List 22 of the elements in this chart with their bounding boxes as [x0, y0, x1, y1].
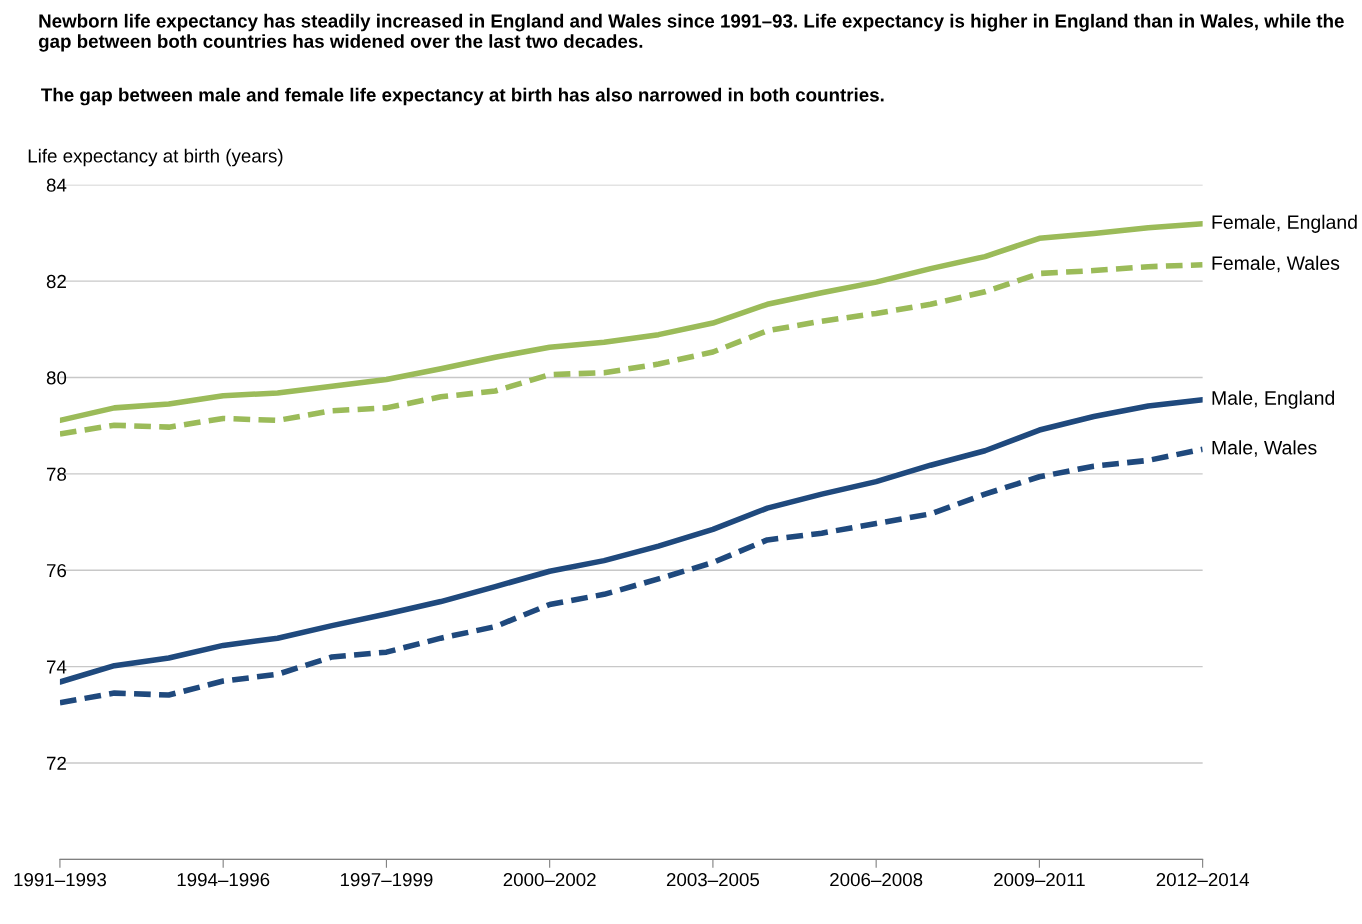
x-tick-label: 1991–1993: [14, 873, 107, 887]
y-tick-label: 74: [46, 660, 67, 674]
y-tick-label: 80: [46, 371, 67, 385]
x-tick-label: 1997–1999: [340, 873, 433, 887]
x-tick-label: 2000–2002: [503, 873, 596, 887]
x-tick-label: 1994–1996: [177, 873, 270, 887]
y-tick-label: 78: [46, 467, 67, 481]
series-label: Male, Wales: [1212, 440, 1317, 457]
chart-subtitle: The gap between male and female life expectancy at birth has also narrowed in both countries.: [41, 87, 884, 106]
y-tick-label: 84: [46, 178, 67, 192]
y-axis-title: Life expectancy at birth (years): [28, 148, 283, 167]
y-tick-label: 82: [46, 274, 66, 289]
x-tick-label: 2012–2014: [1156, 873, 1250, 887]
y-tick-label: 72: [46, 756, 66, 770]
x-tick-label: 2009–2011: [994, 873, 1085, 887]
series-label: Female, Wales: [1212, 255, 1340, 273]
chart-title: Newborn life expectancy has steadily increased in England and Wales since 1991–93. Life expectancy is higher in England than in Wales, while the gap between both countries has widened over the last two decades.: [38, 13, 1344, 52]
series-label: Male, England: [1212, 390, 1335, 409]
y-tick-label: 76: [46, 563, 67, 578]
x-tick-label: 2003–2005: [666, 873, 760, 887]
series-label: Female, England: [1212, 214, 1357, 233]
x-tick-label: 2006–2008: [830, 873, 923, 887]
